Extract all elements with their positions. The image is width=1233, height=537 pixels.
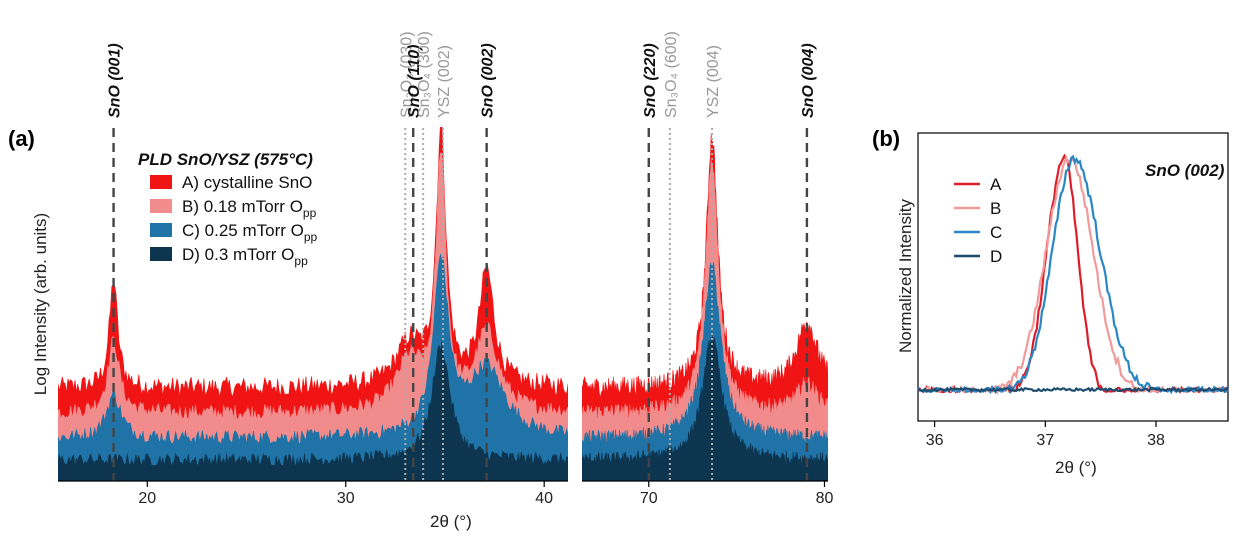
ref-label-right-3: SnO (004) bbox=[800, 43, 817, 118]
legend-b-label-C: C bbox=[990, 223, 1002, 242]
ref-label-left-0: SnO (001) bbox=[107, 43, 124, 118]
panel-b: 36 37 38 (b) SnO (002) 2θ (°) Normalized I… bbox=[872, 126, 1229, 477]
x-tick-label-left-1: 30 bbox=[337, 490, 355, 507]
panel-a-left: SnO (001) Sn₂O₃ (030)SnO (110)Sn₃O₄ (300)… bbox=[58, 31, 568, 507]
legend-label-b: B) 0.18 mTorr Opp bbox=[182, 197, 317, 220]
ref-label-left-4: YSZ (002) bbox=[436, 45, 453, 118]
legend-label-d: D) 0.3 mTorr Opp bbox=[182, 245, 308, 268]
line-series-C bbox=[917, 154, 1229, 395]
legend-label-c: C) 0.25 mTorr Opp bbox=[182, 221, 318, 244]
panel-b-title: SnO (002) bbox=[1145, 161, 1225, 180]
y-axis-label-b: Normalized Intensity bbox=[896, 199, 915, 354]
line-series-D bbox=[917, 386, 1229, 393]
x-tick-label-right-0: 70 bbox=[640, 490, 658, 507]
x-tick-label-b-2: 38 bbox=[1147, 432, 1165, 449]
x-tick-label-left-2: 40 bbox=[535, 490, 553, 507]
legend-label-a: A) cystalline SnO bbox=[182, 173, 312, 192]
x-tick-label-right-1: 80 bbox=[816, 490, 834, 507]
legend-a: PLD SnO/YSZ (575°C) A) cystalline SnO B)… bbox=[138, 150, 318, 268]
legend-swatch-d bbox=[150, 247, 172, 261]
panel-label-a: (a) bbox=[8, 126, 35, 151]
legend-b-label-D: D bbox=[990, 247, 1002, 266]
x-tick-label-b-0: 36 bbox=[926, 432, 944, 449]
x-axis-label-b: 2θ (°) bbox=[1055, 458, 1097, 477]
ref-label-left-1: Sn₂O₃ (030) bbox=[398, 31, 415, 118]
legend-b-label-A: A bbox=[990, 175, 1002, 194]
line-series-A bbox=[917, 153, 1229, 395]
area-series-d-left bbox=[58, 341, 568, 481]
ref-label-left-5: SnO (002) bbox=[480, 43, 497, 118]
y-axis-label-a: Log Intensity (arb. units) bbox=[31, 213, 50, 395]
area-series-d-right bbox=[582, 335, 828, 481]
x-tick-label-b-1: 37 bbox=[1036, 432, 1054, 449]
ref-label-right-0: SnO (220) bbox=[642, 43, 659, 118]
legend-swatch-a bbox=[150, 175, 172, 189]
panel-label-b: (b) bbox=[872, 126, 900, 151]
ref-label-left-3: Sn₃O₄ (300) bbox=[416, 31, 433, 118]
x-axis-label-a: 2θ (°) bbox=[430, 512, 472, 531]
ref-label-right-1: Sn₃O₄ (600) bbox=[663, 31, 680, 118]
legend-swatch-c bbox=[150, 223, 172, 237]
legend-title: PLD SnO/YSZ (575°C) bbox=[138, 150, 313, 169]
panel-b-frame bbox=[917, 132, 1229, 422]
legend-swatch-b bbox=[150, 199, 172, 213]
legend-b-label-B: B bbox=[990, 199, 1001, 218]
x-tick-label-left-0: 20 bbox=[138, 490, 156, 507]
ref-label-left-2: SnO (110) bbox=[406, 45, 423, 119]
panel-a-right: SnO (220) Sn₃O₄ (600) YSZ (004) SnO (004) 7… bbox=[582, 31, 833, 507]
ref-label-right-2: YSZ (004) bbox=[705, 45, 722, 118]
